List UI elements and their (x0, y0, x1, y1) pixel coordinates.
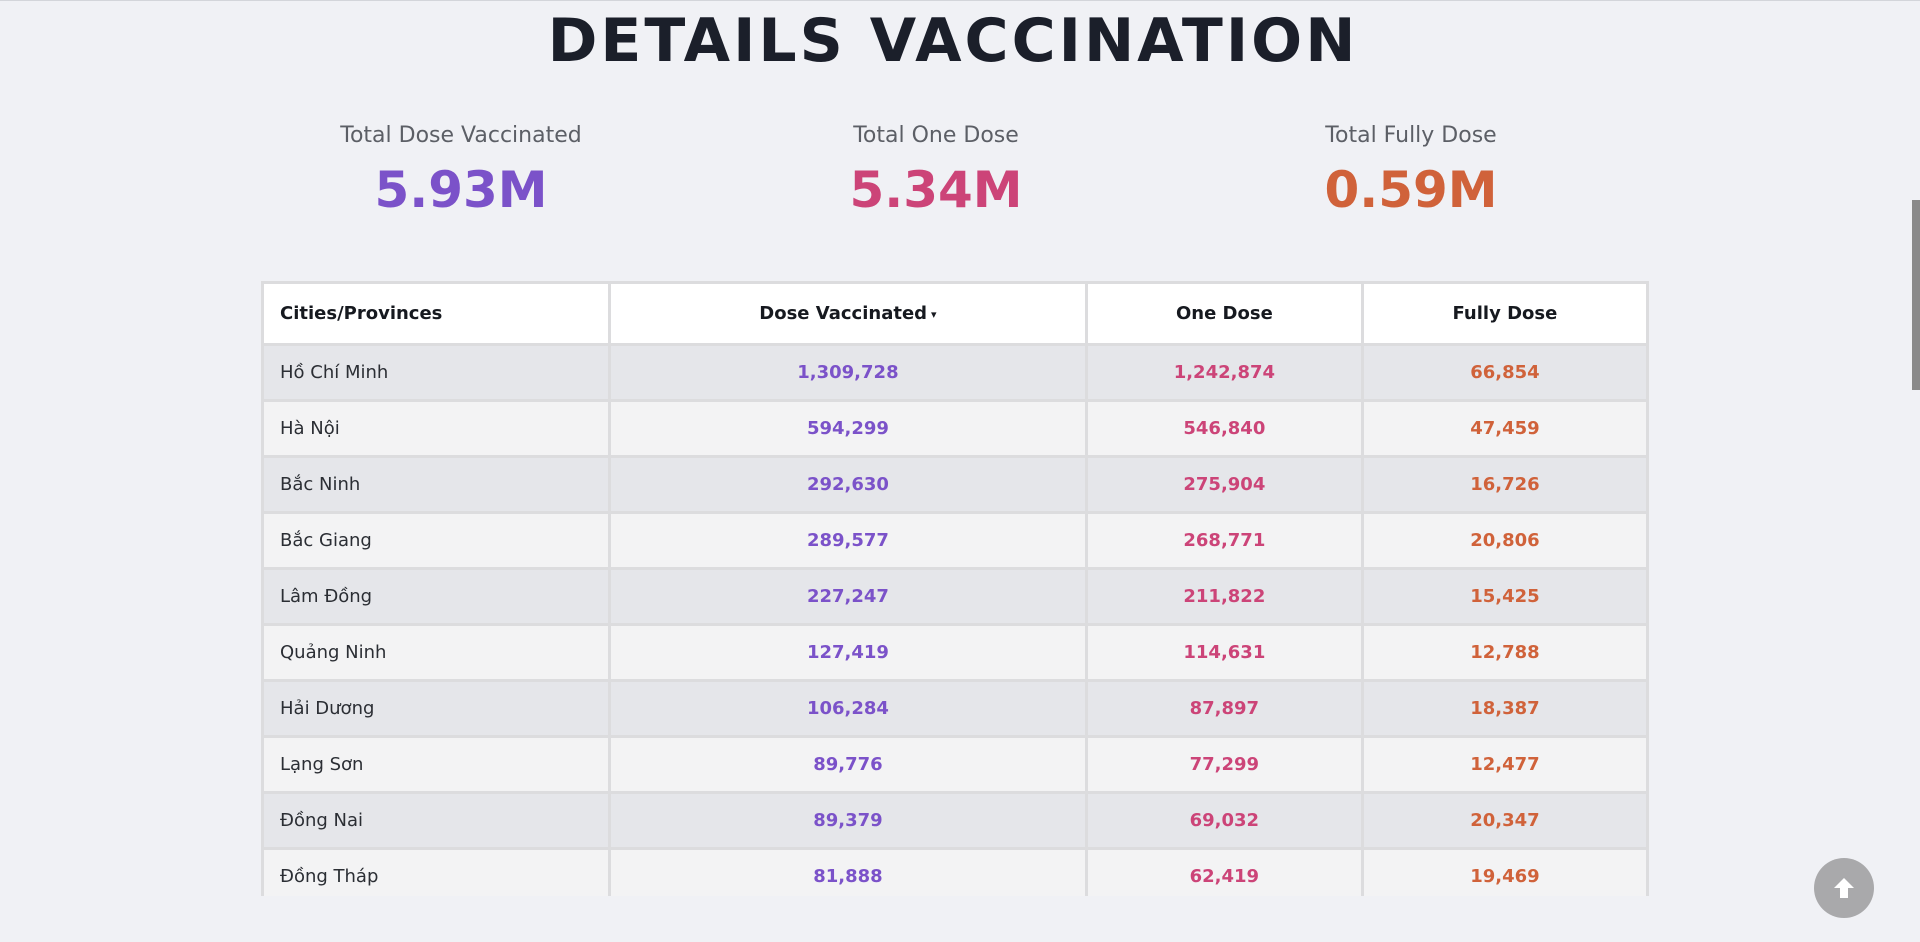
stat-label: Total Dose Vaccinated (340, 123, 582, 148)
stat-label: Total Fully Dose (1325, 123, 1497, 148)
header-dose-vaccinated[interactable]: Dose Vaccinated ▾ (608, 281, 1088, 346)
fully-dose-cell: 15,425 (1360, 567, 1649, 626)
scrollbar-thumb[interactable] (1912, 200, 1920, 390)
fully-dose-cell: 19,469 (1360, 847, 1649, 896)
city-cell: Hồ Chí Minh (261, 343, 611, 402)
vaccination-table: Cities/Provinces Dose Vaccinated ▾ One Do… (261, 281, 1649, 896)
one-dose-cell: 87,897 (1084, 679, 1364, 738)
stat-value: 5.34M (849, 161, 1023, 219)
city-cell: Quảng Ninh (261, 623, 611, 682)
one-dose-cell: 77,299 (1084, 735, 1364, 794)
one-dose-cell: 211,822 (1084, 567, 1364, 626)
table-row: Hồ Chí Minh 1,309,728 1,242,874 66,854 (261, 343, 1649, 402)
top-divider (0, 0, 1920, 1)
city-cell: Lâm Đồng (261, 567, 611, 626)
header-fully-dose[interactable]: Fully Dose (1360, 281, 1649, 346)
vaccination-table-container[interactable]: Cities/Provinces Dose Vaccinated ▾ One Do… (261, 281, 1649, 896)
header-label: Dose Vaccinated (759, 303, 928, 324)
scroll-to-top-button[interactable] (1814, 858, 1874, 918)
dose-vaccinated-cell: 127,419 (608, 623, 1088, 682)
city-cell: Đồng Nai (261, 791, 611, 850)
stat-one-dose: Total One Dose 5.34M (736, 120, 1136, 226)
dose-vaccinated-cell: 594,299 (608, 399, 1088, 458)
table-row: Hải Dương 106,284 87,897 18,387 (261, 679, 1649, 738)
dose-vaccinated-cell: 89,379 (608, 791, 1088, 850)
city-cell: Đồng Tháp (261, 847, 611, 896)
table-row: Hà Nội 594,299 546,840 47,459 (261, 399, 1649, 458)
sort-desc-icon: ▾ (931, 307, 937, 321)
fully-dose-cell: 12,788 (1360, 623, 1649, 682)
fully-dose-cell: 47,459 (1360, 399, 1649, 458)
one-dose-cell: 69,032 (1084, 791, 1364, 850)
table-row: Đồng Nai 89,379 69,032 20,347 (261, 791, 1649, 850)
fully-dose-cell: 66,854 (1360, 343, 1649, 402)
stat-value: 5.93M (374, 161, 548, 219)
stat-label: Total One Dose (853, 123, 1019, 148)
dose-vaccinated-cell: 106,284 (608, 679, 1088, 738)
dose-vaccinated-cell: 89,776 (608, 735, 1088, 794)
stat-total-dose: Total Dose Vaccinated 5.93M (261, 120, 661, 226)
table-row: Bắc Ninh 292,630 275,904 16,726 (261, 455, 1649, 514)
table-row: Bắc Giang 289,577 268,771 20,806 (261, 511, 1649, 570)
one-dose-cell: 1,242,874 (1084, 343, 1364, 402)
one-dose-cell: 275,904 (1084, 455, 1364, 514)
table-row: Quảng Ninh 127,419 114,631 12,788 (261, 623, 1649, 682)
dose-vaccinated-cell: 81,888 (608, 847, 1088, 896)
header-cities[interactable]: Cities/Provinces (261, 281, 611, 346)
stat-value: 0.59M (1324, 161, 1498, 219)
one-dose-cell: 62,419 (1084, 847, 1364, 896)
city-cell: Hà Nội (261, 399, 611, 458)
city-cell: Lạng Sơn (261, 735, 611, 794)
dose-vaccinated-cell: 289,577 (608, 511, 1088, 570)
fully-dose-cell: 12,477 (1360, 735, 1649, 794)
arrow-up-icon (1834, 878, 1854, 898)
header-one-dose[interactable]: One Dose (1084, 281, 1364, 346)
table-row: Lâm Đồng 227,247 211,822 15,425 (261, 567, 1649, 626)
page-title: DETAILS VACCINATION (547, 6, 1359, 76)
dose-vaccinated-cell: 292,630 (608, 455, 1088, 514)
city-cell: Bắc Giang (261, 511, 611, 570)
one-dose-cell: 114,631 (1084, 623, 1364, 682)
one-dose-cell: 546,840 (1084, 399, 1364, 458)
city-cell: Hải Dương (261, 679, 611, 738)
dose-vaccinated-cell: 1,309,728 (608, 343, 1088, 402)
table-body: Hồ Chí Minh 1,309,728 1,242,874 66,854 Hà Nộ… (261, 343, 1649, 896)
one-dose-cell: 268,771 (1084, 511, 1364, 570)
table-header-row: Cities/Provinces Dose Vaccinated ▾ One Do… (261, 281, 1649, 346)
fully-dose-cell: 20,806 (1360, 511, 1649, 570)
city-cell: Bắc Ninh (261, 455, 611, 514)
fully-dose-cell: 18,387 (1360, 679, 1649, 738)
fully-dose-cell: 20,347 (1360, 791, 1649, 850)
dose-vaccinated-cell: 227,247 (608, 567, 1088, 626)
table-row: Đồng Tháp 81,888 62,419 19,469 (261, 847, 1649, 896)
fully-dose-cell: 16,726 (1360, 455, 1649, 514)
stat-fully-dose: Total Fully Dose 0.59M (1211, 120, 1611, 226)
table-row: Lạng Sơn 89,776 77,299 12,477 (261, 735, 1649, 794)
